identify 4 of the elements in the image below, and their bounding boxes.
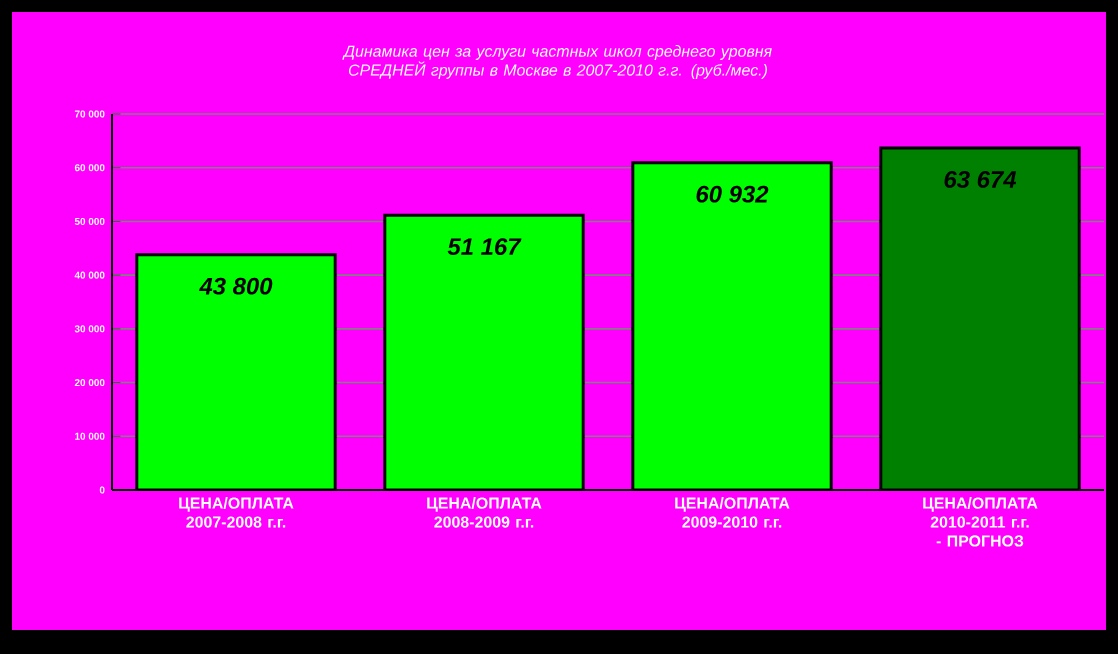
data-label: 63 674 bbox=[944, 170, 1017, 188]
data-label: 51 167 bbox=[447, 238, 522, 256]
data-label: 60 932 bbox=[696, 185, 769, 203]
data-label: 43 800 bbox=[199, 277, 273, 295]
